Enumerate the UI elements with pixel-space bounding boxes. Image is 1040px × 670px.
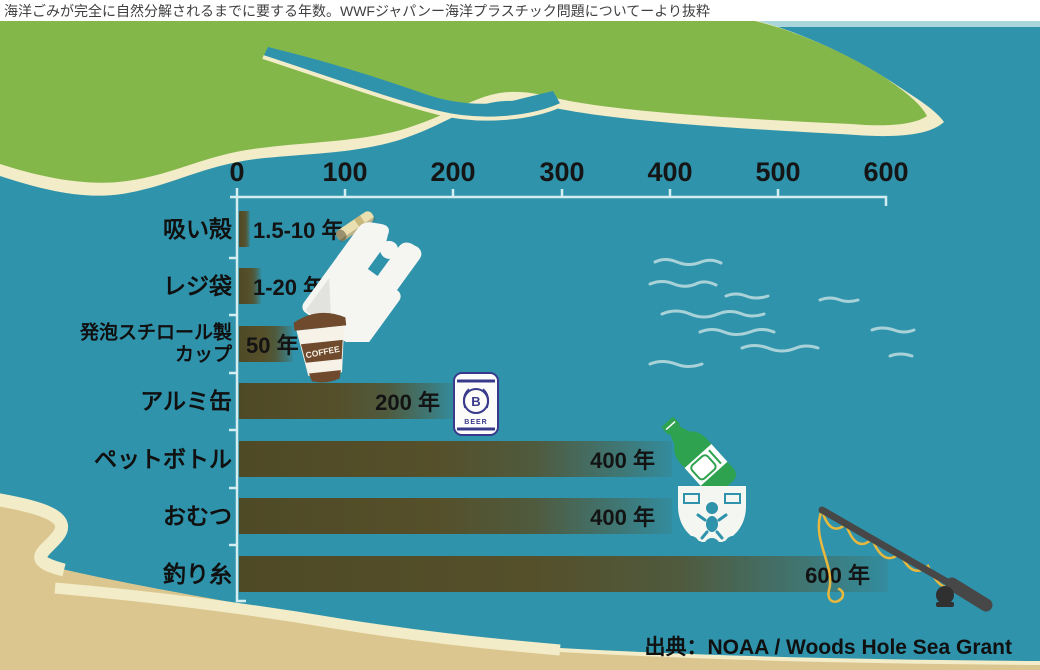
category-label-fishing-line: 釣り糸 bbox=[163, 560, 232, 587]
category-label-diaper: おむつ bbox=[163, 502, 232, 529]
source-credit: 出典：NOAA / Woods Hole Sea Grant bbox=[644, 636, 1012, 659]
bar-styrofoam-cup bbox=[239, 326, 293, 362]
value-label: 200 年 bbox=[375, 390, 440, 415]
bar-plastic-bag bbox=[239, 268, 261, 304]
category-label-cigarette: 吸い殻 bbox=[163, 215, 232, 242]
diaper-icon bbox=[674, 480, 750, 557]
beer-can-word: BEER bbox=[464, 419, 487, 426]
x-axis-tick-label: 600 bbox=[863, 157, 909, 187]
bar-cigarette bbox=[239, 211, 250, 247]
value-label: 1.5-10 年 bbox=[253, 218, 344, 243]
x-axis-tick-label: 500 bbox=[755, 157, 801, 187]
category-label-plastic-bag: レジ袋 bbox=[163, 272, 232, 299]
bar-fishing-line bbox=[239, 556, 888, 592]
pet-bottle-icon bbox=[648, 406, 748, 511]
category-label-styrofoam-cup: 発泡スチロール製 カップ bbox=[79, 322, 232, 365]
bar-pet-bottle bbox=[239, 441, 672, 477]
title-bar: 海洋ごみが完全に自然分解されるまでに要する年数。WWFジャパンー海洋プラスチック… bbox=[0, 0, 1040, 21]
category-label-pet-bottle: ペットボトル bbox=[94, 445, 232, 472]
category-label-aluminum-can: アルミ缶 bbox=[140, 387, 232, 414]
x-axis-tick-label: 0 bbox=[229, 157, 245, 187]
coffee-cup-icon: COFFEE bbox=[290, 304, 354, 391]
beer-can-letter: B bbox=[471, 394, 480, 409]
x-axis-tick-label: 300 bbox=[539, 157, 585, 187]
value-label: 50 年 bbox=[246, 333, 299, 358]
x-axis-tick-label: 400 bbox=[647, 157, 693, 187]
value-label: 400 年 bbox=[590, 505, 655, 530]
x-axis-tick-label: 100 bbox=[322, 157, 368, 187]
value-label: 400 年 bbox=[590, 448, 655, 473]
fishing-rod-icon bbox=[802, 492, 994, 627]
wave-marks bbox=[648, 258, 916, 368]
bar-diaper bbox=[239, 498, 672, 534]
x-axis-tick-label: 200 bbox=[430, 157, 476, 187]
page-title: 海洋ごみが完全に自然分解されるまでに要する年数。WWFジャパンー海洋プラスチック… bbox=[4, 2, 710, 19]
bar-aluminum-can bbox=[239, 383, 455, 419]
value-label: 600 年 bbox=[805, 563, 870, 588]
beer-can-icon: B BEER bbox=[452, 370, 500, 443]
